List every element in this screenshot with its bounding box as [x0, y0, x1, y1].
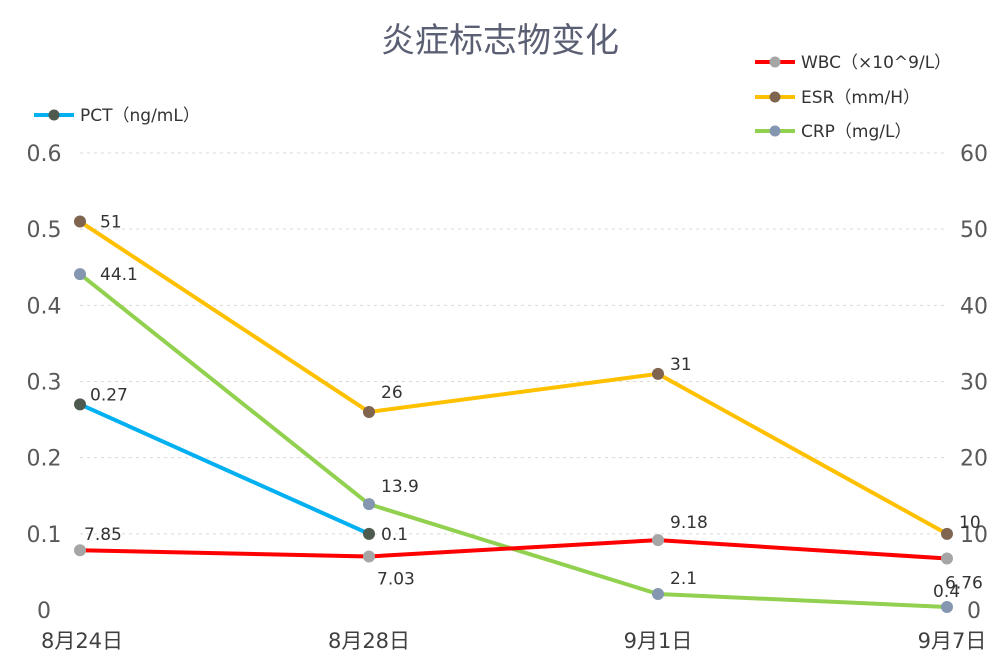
- chart-title: 炎症标志物变化: [381, 21, 619, 61]
- y-right-tick-label: 0: [967, 599, 981, 624]
- data-label: 7.03: [377, 569, 415, 589]
- legend-swatch-marker: [48, 109, 60, 121]
- y-right-tick-label: 20: [960, 447, 988, 472]
- y-right-tick-label: 50: [960, 218, 988, 243]
- data-label: 51: [100, 213, 122, 233]
- grid: [80, 152, 947, 535]
- data-point: [652, 534, 664, 547]
- legend-swatch-marker: [769, 125, 781, 137]
- data-label: 2.1: [670, 569, 697, 589]
- data-label: 7.85: [84, 525, 122, 545]
- y-left-tick-label: 0.4: [27, 294, 62, 319]
- data-label: 44.1: [100, 265, 138, 285]
- data-point: [363, 550, 375, 563]
- legend: WBC（×10^9/L） ESR（mm/H） CRP（mg/L） PCT（ng/mL）: [34, 53, 951, 142]
- series-line: [78, 272, 949, 609]
- data-point: [941, 600, 953, 613]
- y-left-tick-label: 0.2: [27, 447, 62, 472]
- x-tick-label: 8月28日: [328, 629, 410, 653]
- data-point: [941, 527, 953, 540]
- data-point: [652, 588, 664, 601]
- data-label: 10: [959, 513, 981, 533]
- legend-label: WBC（×10^9/L）: [801, 53, 951, 73]
- series-line: [78, 402, 371, 536]
- data-point: [74, 398, 86, 411]
- data-label: 6.76: [945, 574, 983, 594]
- legend-label: PCT（ng/mL）: [80, 106, 200, 126]
- y-left-tick-label: 0: [37, 599, 51, 624]
- data-point: [74, 215, 86, 228]
- data-point: [363, 498, 375, 511]
- data-label: 0.27: [90, 385, 128, 405]
- data-label: 31: [670, 355, 692, 375]
- data-point: [652, 367, 664, 380]
- x-tick-label: 9月1日: [624, 629, 693, 653]
- legend-label: ESR（mm/H）: [801, 88, 920, 108]
- data-point: [363, 405, 375, 418]
- axes: 0 0.1 0.2 0.3 0.4 0.5 0.6 0 10 20 30 40 50 60 8月24日 8月2…: [27, 142, 989, 653]
- data-labels: 7.85 7.03 9.18 6.76 51 26 31 10 44.1 13.9 2.1 0.4 0.…: [84, 213, 983, 602]
- data-point: [363, 527, 375, 540]
- legend-swatch-marker: [769, 56, 781, 68]
- y-right-tick-label: 40: [960, 294, 988, 319]
- legend-label: CRP（mg/L）: [801, 122, 911, 142]
- y-left-tick-label: 0.6: [27, 142, 62, 167]
- y-right-tick-label: 30: [960, 371, 988, 396]
- data-label: 9.18: [670, 513, 708, 533]
- series: [74, 215, 953, 613]
- y-right-tick-label: 10: [960, 523, 988, 548]
- data-point: [74, 544, 86, 557]
- series-line: [78, 538, 949, 561]
- data-label: 26: [381, 383, 403, 403]
- x-tick-label: 9月7日: [918, 629, 987, 653]
- data-label: 13.9: [381, 477, 419, 497]
- data-label: 0.4: [933, 582, 960, 602]
- y-right-tick-label: 60: [960, 142, 988, 167]
- data-point: [74, 268, 86, 281]
- y-left-tick-label: 0.1: [27, 523, 62, 548]
- y-left-tick-label: 0.3: [27, 371, 62, 396]
- legend-swatch-marker: [769, 91, 781, 103]
- x-tick-label: 8月24日: [41, 629, 123, 653]
- y-left-tick-label: 0.5: [27, 218, 62, 243]
- data-point: [941, 552, 953, 565]
- data-label: 0.1: [381, 525, 408, 545]
- series-line: [78, 219, 949, 536]
